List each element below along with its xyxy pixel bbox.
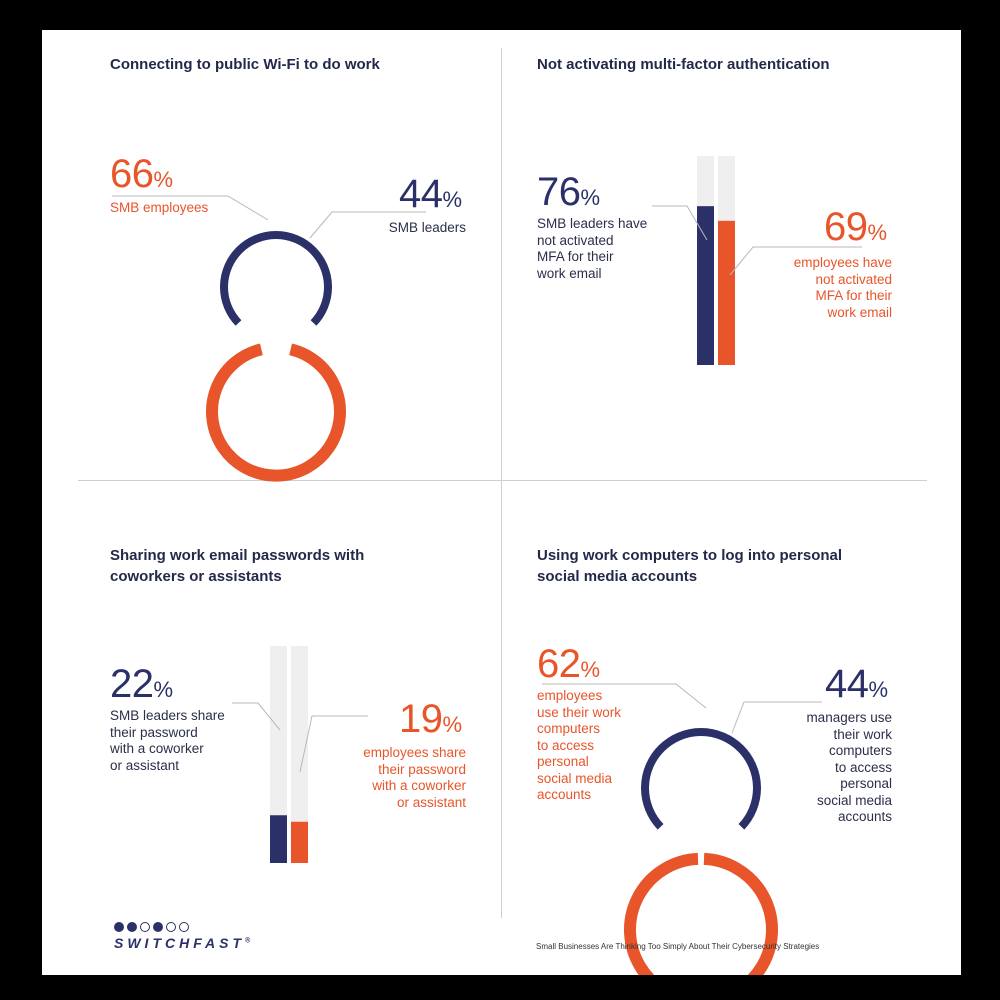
share-employees-label: employees share their password with a cowo… [314, 745, 466, 811]
social-employees-value: 62% [537, 642, 600, 686]
social-employees-label: employees use their work computers to acces… [537, 688, 621, 804]
mfa-employees-label-line: MFA for their [815, 288, 892, 303]
mfa-leaders-value: 76% [537, 170, 600, 214]
social-managers-label-line: managers use [806, 710, 892, 725]
share-panel-title: Sharing work email passwords with coworke… [110, 545, 364, 587]
wifi-gauge-leader-b [309, 211, 426, 239]
mfa-employees-label: employees have not activated MFA for their… [742, 255, 892, 321]
social-employees-label-line: computers [537, 721, 601, 736]
share-bars-leader-b [299, 715, 368, 773]
logo-dots [114, 922, 250, 932]
social-title-line: social media accounts [537, 568, 698, 585]
share-bars-bar-2 [291, 821, 308, 863]
social-employees-label-line: use their work [537, 704, 622, 720]
infographic-card: Connecting to public Wi-Fi to do work 66… [42, 30, 961, 975]
social-employees-label-line: to access [537, 737, 595, 753]
mfa-employees-label-line: not activated [815, 271, 892, 287]
share-employees-value: 19% [399, 697, 462, 741]
switchfast-logo: SWITCHFAST® [114, 922, 250, 951]
share-leaders-value: 22% [110, 662, 173, 706]
social-employees-label-line: social media [537, 770, 613, 786]
footer-caption: Small Businesses Are Thinking Too Simply… [536, 942, 820, 951]
vertical-divider [501, 48, 502, 918]
mfa-leaders-label-line: work email [537, 265, 602, 281]
social-gauge-leader-a [542, 683, 707, 709]
wifi-employees-label: SMB employees [110, 200, 209, 215]
social-employees-label-line: personal [537, 754, 589, 769]
mfa-leaders-label-line: MFA for their [537, 249, 614, 264]
mfa-bars-bar-1 [697, 206, 714, 365]
wifi-panel-title: Connecting to public Wi-Fi to do work [110, 56, 380, 73]
share-leaders-label-line: their password [110, 724, 198, 740]
mfa-leaders-label: SMB leaders have not activated MFA for the… [537, 216, 647, 282]
horizontal-divider [78, 480, 927, 481]
share-employees-label-line: with a coworker [372, 778, 466, 793]
mfa-employees-value: 69% [824, 205, 887, 249]
social-managers-label-line: their work [833, 726, 892, 742]
share-title-line: coworkers or assistants [110, 568, 282, 585]
mfa-leaders-label-line: SMB leaders have [537, 216, 648, 231]
share-bars-track-1 [270, 646, 287, 863]
mfa-leaders-label-line: not activated [537, 232, 614, 248]
wifi-gauge-leader-a [112, 195, 269, 221]
wifi-leaders-label: SMB leaders [388, 220, 466, 235]
chart-graphics [112, 156, 862, 975]
share-leaders-label-line: SMB leaders share [110, 708, 225, 723]
social-managers-label-line: to access [834, 759, 892, 775]
share-leaders-label-line: or assistant [110, 757, 180, 773]
share-bars-leader-a [232, 702, 281, 731]
social-panel-title: Using work computers to log into persona… [537, 545, 842, 587]
social-gauge-inner-arc [641, 728, 761, 830]
social-managers-label: managers use their work computers to access… [762, 710, 892, 826]
wifi-gauge-inner-arc [220, 231, 332, 326]
social-gauge-leader-b [731, 701, 822, 734]
share-employees-label-line: their password [378, 761, 466, 777]
mfa-bars-bar-2 [718, 220, 735, 365]
mfa-bars-leader-a [652, 205, 708, 241]
social-title-line: Using work computers to log into persona… [537, 547, 843, 564]
share-bars-bar-1 [270, 815, 287, 863]
brand-name: SWITCHFAST® [114, 935, 251, 951]
share-employees-label-line: or assistant [396, 794, 466, 810]
wifi-gauge-outer-arc [206, 343, 346, 482]
social-employees-label-line: accounts [537, 787, 592, 802]
share-title-line: Sharing work email passwords with [110, 547, 365, 564]
share-leaders-label: SMB leaders share their password with a co… [110, 708, 225, 774]
mfa-employees-label-line: employees have [793, 255, 892, 270]
mfa-employees-label-line: work email [827, 304, 892, 320]
wifi-employees-value: 66% [110, 152, 173, 196]
social-managers-label-line: accounts [837, 809, 892, 824]
social-managers-label-line: social media [816, 792, 892, 808]
share-leaders-label-line: with a coworker [110, 741, 204, 756]
social-managers-label-line: personal [840, 776, 892, 791]
share-bars-track-2 [291, 646, 308, 863]
mfa-bars-leader-b [729, 246, 862, 276]
social-managers-value: 44% [825, 662, 888, 706]
social-managers-label-line: computers [828, 743, 892, 758]
social-gauge-outer-arc [624, 852, 778, 975]
wifi-leaders-value: 44% [399, 172, 462, 216]
social-employees-label-line: employees [537, 688, 603, 703]
mfa-panel-title: Not activating multi-factor authenticati… [537, 56, 830, 73]
share-employees-label-line: employees share [363, 745, 466, 760]
